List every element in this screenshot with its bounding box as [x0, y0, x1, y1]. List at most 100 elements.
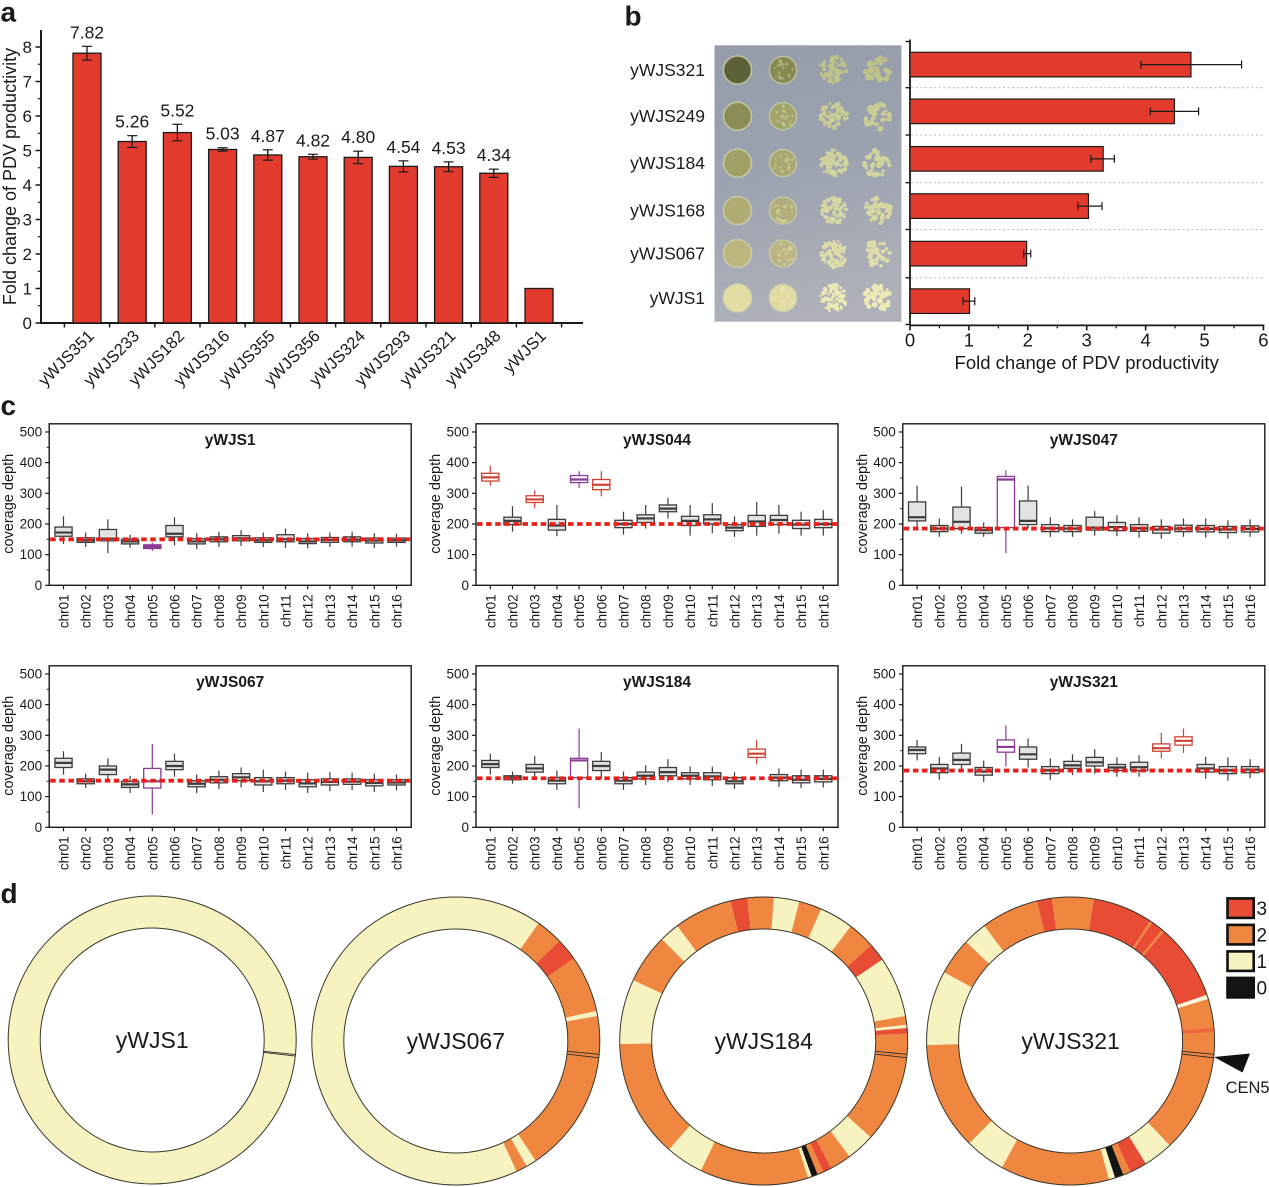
svg-text:chr12: chr12	[1154, 594, 1169, 628]
svg-text:chr10: chr10	[256, 836, 271, 870]
svg-text:chr11: chr11	[279, 836, 294, 869]
svg-text:300: 300	[20, 728, 43, 743]
svg-text:5.52: 5.52	[160, 100, 194, 120]
svg-text:chr12: chr12	[1154, 836, 1169, 870]
svg-text:0: 0	[23, 314, 32, 333]
svg-text:yWJS1: yWJS1	[116, 1027, 189, 1053]
svg-text:chr15: chr15	[794, 836, 809, 870]
svg-text:chr03: chr03	[955, 836, 970, 870]
svg-text:chr02: chr02	[79, 836, 94, 870]
svg-text:chr04: chr04	[977, 836, 992, 870]
svg-text:4: 4	[23, 176, 32, 195]
svg-text:coverage depth: coverage depth	[855, 696, 871, 796]
svg-text:200: 200	[446, 517, 469, 532]
svg-text:chr11: chr11	[279, 594, 294, 627]
svg-text:chr02: chr02	[506, 836, 521, 870]
svg-text:100: 100	[20, 547, 43, 562]
svg-text:5.03: 5.03	[206, 124, 240, 144]
svg-text:chr09: chr09	[1088, 594, 1103, 628]
svg-text:chr11: chr11	[705, 836, 720, 869]
svg-text:300: 300	[873, 728, 896, 743]
svg-text:200: 200	[446, 759, 469, 774]
svg-text:coverage depth: coverage depth	[855, 454, 871, 554]
svg-text:d: d	[1, 878, 18, 909]
svg-text:1: 1	[23, 280, 32, 299]
svg-text:chr07: chr07	[190, 836, 205, 870]
svg-text:4.87: 4.87	[251, 126, 285, 146]
svg-text:chr03: chr03	[955, 594, 970, 628]
svg-text:chr14: chr14	[772, 594, 787, 628]
svg-text:500: 500	[20, 425, 43, 440]
svg-text:100: 100	[20, 789, 43, 804]
svg-text:coverage depth: coverage depth	[428, 454, 444, 554]
svg-text:chr13: chr13	[323, 594, 338, 628]
svg-text:chr16: chr16	[1243, 594, 1258, 628]
svg-text:chr15: chr15	[794, 594, 809, 628]
svg-text:chr04: chr04	[123, 594, 138, 628]
svg-text:chr10: chr10	[683, 836, 698, 870]
svg-text:0: 0	[461, 578, 469, 593]
svg-text:chr09: chr09	[661, 594, 676, 628]
svg-text:yWJS067: yWJS067	[630, 244, 705, 264]
svg-text:500: 500	[446, 425, 469, 440]
svg-text:chr06: chr06	[1021, 836, 1036, 870]
svg-text:100: 100	[446, 547, 469, 562]
svg-text:500: 500	[873, 425, 896, 440]
svg-text:chr04: chr04	[550, 836, 565, 870]
svg-text:chr08: chr08	[639, 594, 654, 628]
svg-text:chr07: chr07	[617, 836, 632, 870]
svg-text:4.34: 4.34	[477, 145, 511, 165]
svg-text:chr16: chr16	[390, 594, 405, 628]
svg-text:chr13: chr13	[323, 836, 338, 870]
svg-text:chr04: chr04	[123, 836, 138, 870]
svg-text:chr07: chr07	[1043, 594, 1058, 628]
svg-text:6: 6	[1258, 329, 1268, 350]
svg-text:chr03: chr03	[528, 836, 543, 870]
svg-text:100: 100	[873, 789, 896, 804]
svg-text:chr15: chr15	[367, 594, 382, 628]
svg-text:0: 0	[35, 820, 43, 835]
svg-text:chr01: chr01	[57, 836, 72, 870]
svg-text:3: 3	[1257, 899, 1268, 920]
svg-text:400: 400	[873, 455, 896, 470]
svg-text:chr13: chr13	[750, 836, 765, 870]
svg-text:chr07: chr07	[190, 594, 205, 628]
svg-text:chr01: chr01	[910, 836, 925, 870]
svg-text:chr11: chr11	[705, 594, 720, 627]
svg-text:chr10: chr10	[1110, 836, 1125, 870]
svg-text:1: 1	[1257, 952, 1268, 973]
svg-text:chr05: chr05	[999, 594, 1014, 628]
svg-text:chr15: chr15	[1221, 594, 1236, 628]
svg-text:chr01: chr01	[57, 594, 72, 628]
svg-text:chr02: chr02	[506, 594, 521, 628]
svg-text:yWJS184: yWJS184	[630, 153, 705, 173]
svg-text:300: 300	[446, 486, 469, 501]
svg-text:chr07: chr07	[1043, 836, 1058, 870]
svg-text:400: 400	[20, 697, 43, 712]
svg-text:100: 100	[446, 789, 469, 804]
svg-text:chr15: chr15	[367, 836, 382, 870]
svg-text:yWJS067: yWJS067	[407, 1028, 505, 1054]
svg-text:chr12: chr12	[728, 594, 743, 628]
svg-text:0: 0	[905, 329, 915, 350]
svg-text:chr03: chr03	[101, 836, 116, 870]
svg-text:7: 7	[23, 73, 32, 92]
svg-text:coverage depth: coverage depth	[1, 454, 17, 554]
svg-text:5: 5	[23, 142, 32, 161]
svg-text:chr01: chr01	[483, 594, 498, 628]
svg-text:4.53: 4.53	[432, 138, 466, 158]
svg-text:chr07: chr07	[617, 594, 632, 628]
svg-text:yWJS249: yWJS249	[630, 106, 705, 126]
svg-text:400: 400	[446, 697, 469, 712]
svg-text:chr12: chr12	[728, 836, 743, 870]
svg-text:chr11: chr11	[1132, 594, 1147, 627]
svg-text:chr09: chr09	[1088, 836, 1103, 870]
svg-text:chr04: chr04	[550, 594, 565, 628]
svg-text:yWJS168: yWJS168	[630, 201, 705, 221]
svg-text:4: 4	[1140, 329, 1150, 350]
svg-text:0: 0	[1257, 978, 1268, 999]
svg-text:a: a	[1, 0, 17, 28]
svg-text:chr08: chr08	[639, 836, 654, 870]
svg-text:chr14: chr14	[1199, 594, 1214, 628]
svg-text:yWJS1: yWJS1	[650, 288, 705, 308]
